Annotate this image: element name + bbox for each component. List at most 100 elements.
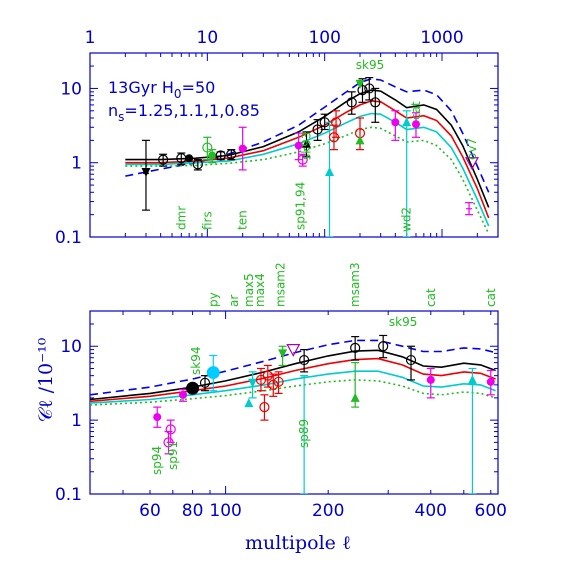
y-axis-label: 𝒞ℓ /10⁻¹⁰ <box>35 337 57 422</box>
data-point <box>355 135 365 145</box>
data-point <box>402 117 412 127</box>
annotation-sub-2: s <box>118 110 124 124</box>
data-point <box>238 144 247 153</box>
data-point <box>286 344 301 357</box>
experiment-label: py <box>206 292 220 307</box>
data-point <box>268 379 279 390</box>
data-point <box>141 168 151 178</box>
experiment-label: sp91,94 <box>293 182 307 230</box>
data-point <box>179 390 188 399</box>
data-point <box>294 141 303 150</box>
data-point <box>405 354 417 366</box>
data-point <box>158 154 169 165</box>
data-point <box>273 376 284 387</box>
x-tick-label: 80 <box>182 501 204 521</box>
data-point <box>350 342 361 353</box>
data-point <box>244 398 254 408</box>
model-curve <box>125 126 490 235</box>
annotation-line-2: ns=1.25,1.1,1,0.85 <box>108 101 260 124</box>
experiment-label: cat <box>484 288 498 307</box>
x-tick-label: 600 <box>475 501 507 521</box>
top-panel: 1 10 100 1000 0.1 1 10 dmr firs ten sp91,94 sk93 sk9… <box>55 28 499 248</box>
data-point <box>165 424 176 435</box>
data-point <box>199 377 211 388</box>
experiment-label: max5 <box>242 273 256 307</box>
x-tick-label: 60 <box>139 501 161 521</box>
y-tick-label: 10 <box>60 337 82 357</box>
experiment-label: ov7 <box>465 138 479 160</box>
experiment-label: sk93 <box>300 132 314 160</box>
y-tick-label: 0.1 <box>55 485 82 505</box>
data-point <box>262 370 273 381</box>
experiment-label: sk95 <box>389 315 417 329</box>
data-point <box>259 402 270 413</box>
experiment-label: wd2 <box>400 207 414 232</box>
data-point <box>185 154 194 163</box>
data-point <box>248 378 258 388</box>
annotation-line-1: 13Gyr H0=50 <box>108 78 215 101</box>
data-point <box>391 118 400 127</box>
x-tick-label: 100 <box>209 501 241 521</box>
experiment-label: sk95 <box>356 58 384 72</box>
annotation-text-2: =50 <box>182 78 216 97</box>
data-points <box>153 334 495 494</box>
model-curves <box>90 339 496 406</box>
data-point <box>330 117 342 128</box>
data-point <box>192 159 203 170</box>
data-point <box>153 413 162 422</box>
x-tick-label: 1 <box>85 28 96 48</box>
data-point <box>297 154 308 165</box>
data-point <box>357 84 368 96</box>
annotation-text-4: =1.25,1.1,1,0.85 <box>124 101 260 120</box>
experiment-label: sp91 <box>166 441 180 470</box>
plot-frame <box>89 52 499 238</box>
x-tick-label: 100 <box>308 28 340 48</box>
experiment-label: cat <box>409 101 423 120</box>
x-tick-label: 1000 <box>420 28 463 48</box>
annotation-text-1: 13Gyr H <box>108 78 174 97</box>
data-point <box>486 377 495 386</box>
y-tick-label: 1 <box>71 154 82 174</box>
data-point <box>346 97 357 108</box>
model-curve <box>90 379 496 406</box>
model-curve <box>125 77 490 193</box>
data-point <box>350 392 360 402</box>
y-tick-label: 0.1 <box>55 228 82 248</box>
y-tick-label: 1 <box>71 411 82 431</box>
data-point <box>208 151 217 160</box>
data-point <box>355 79 365 89</box>
experiment-label: msam2 <box>274 262 288 307</box>
data-point <box>464 157 479 170</box>
data-point <box>370 97 381 108</box>
model-curve <box>125 112 490 227</box>
model-curve <box>125 89 490 208</box>
experiment-label: cat <box>424 288 438 307</box>
annotation-text-3: n <box>108 101 118 120</box>
data-point <box>278 349 288 359</box>
data-point <box>299 354 310 366</box>
experiment-label: sp94 <box>150 446 164 475</box>
x-axis-label: multipole ℓ <box>245 532 351 554</box>
data-point <box>226 149 237 160</box>
data-point <box>467 374 477 384</box>
panel-annotation: 13Gyr H0=50 ns=1.25,1.1,1,0.85 <box>108 78 260 124</box>
y-tick-label: 10 <box>60 79 82 99</box>
data-point <box>378 341 389 352</box>
annotation-sub-1: 0 <box>174 87 182 101</box>
data-point <box>426 375 435 384</box>
experiment-label: dmr <box>174 206 188 230</box>
x-tick-label: 400 <box>415 501 447 521</box>
experiment-label: firs <box>200 211 214 230</box>
experiment-label: sk94 <box>189 347 203 375</box>
data-point <box>202 142 213 153</box>
experiment-label: msam3 <box>348 262 362 307</box>
x-tick-label: 10 <box>197 28 219 48</box>
data-point <box>206 366 220 380</box>
data-point <box>302 138 312 148</box>
x-tick-label: 200 <box>312 501 344 521</box>
data-point <box>325 167 335 177</box>
experiment-label: max4 <box>253 273 267 307</box>
data-point <box>411 120 420 129</box>
data-points <box>141 76 479 237</box>
